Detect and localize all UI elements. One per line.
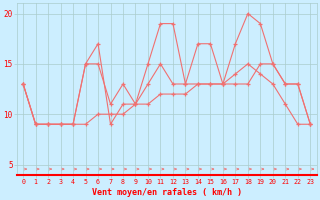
X-axis label: Vent moyen/en rafales ( km/h ): Vent moyen/en rafales ( km/h ) <box>92 188 242 197</box>
